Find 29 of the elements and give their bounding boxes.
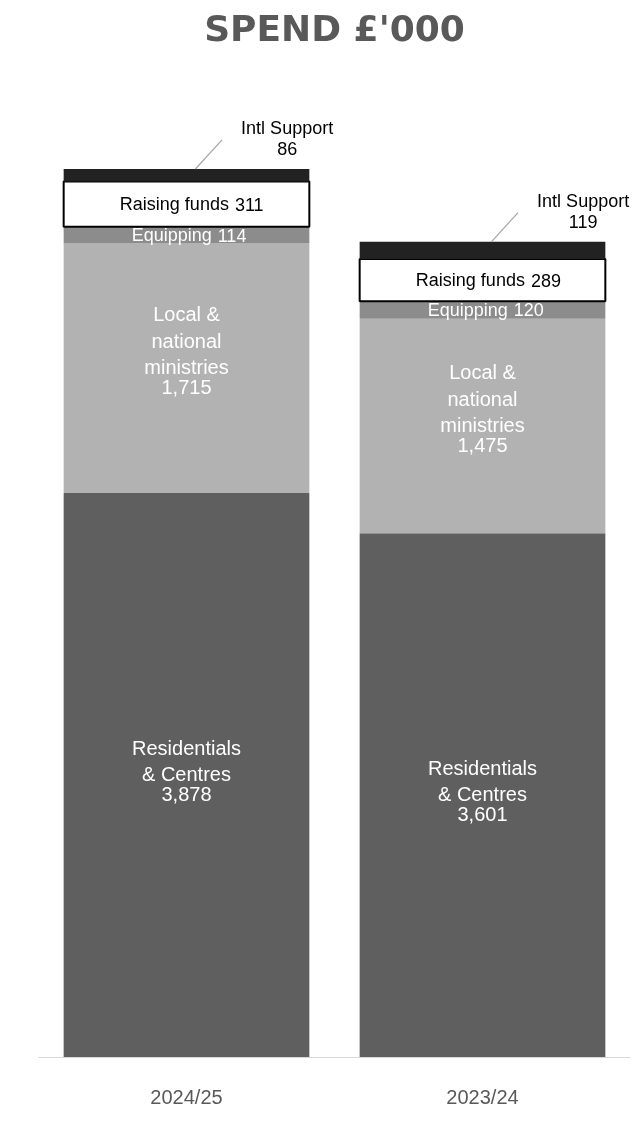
- x-tick-label: 2024/25: [150, 1085, 223, 1108]
- bar: [359, 241, 606, 260]
- data-label: 120: [513, 300, 544, 321]
- bar: [359, 318, 606, 534]
- data-label: 3,878: [161, 783, 212, 806]
- bar: [359, 533, 606, 1058]
- bar: [63, 493, 310, 1058]
- chart-title: SPEND £'000: [204, 7, 465, 49]
- text: Residentials & Centres: [428, 757, 537, 806]
- series-label: Intl Support: [241, 117, 334, 138]
- data-label: 86: [277, 138, 298, 159]
- series-label: Residentials & Centres: [132, 736, 241, 786]
- data-label: 1,475: [457, 433, 508, 456]
- text: Intl Support: [537, 190, 630, 211]
- series-label: Raising funds: [415, 270, 525, 291]
- series-label: Local & national ministries: [440, 361, 525, 436]
- text: Raising funds: [119, 194, 229, 215]
- text: Local & national ministries: [144, 303, 229, 379]
- x-tick-label: 2023/24: [446, 1085, 519, 1108]
- data-label: 114: [217, 225, 247, 246]
- data-label: 289: [530, 270, 561, 291]
- data-label: 1,715: [161, 376, 212, 399]
- data-label: 3,601: [457, 803, 508, 826]
- data-label: 311: [234, 194, 264, 215]
- data-label: 119: [568, 211, 598, 232]
- text: Equipping: [131, 225, 212, 246]
- bar: [63, 169, 310, 182]
- bar: [63, 243, 310, 494]
- series-label: Equipping: [427, 299, 508, 320]
